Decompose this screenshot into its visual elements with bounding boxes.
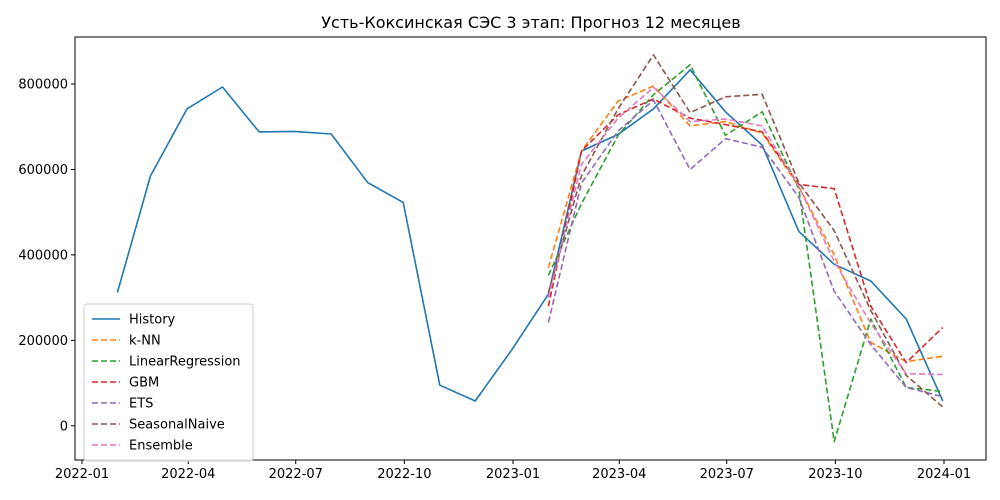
- series-line-ensemble: [547, 86, 943, 376]
- series-line-history: [116, 69, 944, 402]
- legend-label: ETS: [129, 397, 153, 412]
- legend: History k-NN LinearRegression GBM ETS Seasona…: [83, 303, 254, 462]
- y-tick-label: 800000: [18, 78, 68, 93]
- axes-frame: [74, 36, 987, 461]
- legend-label: History: [129, 313, 176, 328]
- y-tick-label: 600000: [18, 163, 68, 178]
- x-tick-label: 2023-07: [700, 467, 754, 482]
- plot-area: [116, 54, 944, 443]
- chart-title: Усть-Коксинская СЭС 3 этап: Прогноз 12 м…: [321, 13, 740, 32]
- x-tick-label: 2024-01: [917, 467, 971, 482]
- x-tick-label: 2022-04: [161, 467, 215, 482]
- series-line-k-nn: [547, 85, 943, 363]
- x-tick-label: 2022-10: [377, 467, 431, 482]
- axes: 2022-01 2022-04 2022-07 2022-10 2023-01 2023-…: [18, 78, 971, 483]
- legend-label: SeasonalNaive: [129, 418, 225, 433]
- legend-label: Ensemble: [129, 439, 193, 454]
- legend-label: LinearRegression: [129, 355, 241, 370]
- x-tick-label: 2023-04: [592, 467, 646, 482]
- x-tick-label: 2022-01: [55, 467, 109, 482]
- legend-box: [83, 303, 254, 462]
- y-tick-label: 200000: [18, 334, 68, 349]
- y-tick-label: 400000: [18, 248, 68, 263]
- x-tick-label: 2023-10: [808, 467, 862, 482]
- x-tick-label: 2023-01: [486, 467, 540, 482]
- legend-label: GBM: [129, 376, 159, 391]
- series-line-seasonalnaive: [547, 54, 944, 408]
- y-tick-label: 0: [60, 419, 68, 434]
- x-tick-label: 2022-07: [269, 467, 323, 482]
- legend-label: k-NN: [129, 334, 161, 349]
- series-line-ets: [547, 99, 943, 398]
